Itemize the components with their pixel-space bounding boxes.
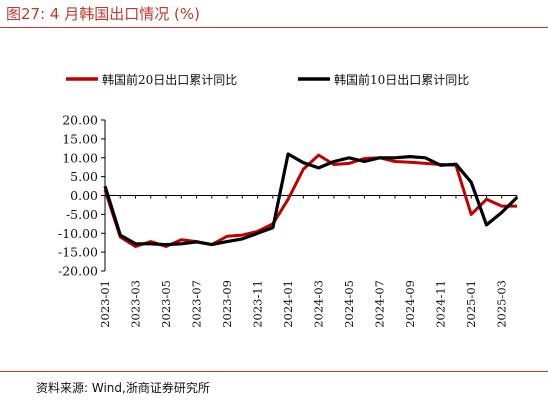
y-tick-label: 5.00 xyxy=(70,169,98,184)
x-tick-label: 2024-07 xyxy=(373,280,387,328)
x-axis: 2023-01 2023-03 2023-05 2023-07 2023-09 2023-… xyxy=(98,195,518,328)
x-tick-label: 2023-07 xyxy=(190,280,204,328)
x-tick-label: 2024-11 xyxy=(434,280,448,328)
y-tick-label: 10.00 xyxy=(62,150,98,165)
y-tick-label: -5.00 xyxy=(66,207,98,222)
x-tick-label: 2023-01 xyxy=(98,280,112,328)
figure-title: 图27: 4 月韩国出口情况 (%) xyxy=(6,5,200,23)
series-line-1 xyxy=(103,153,517,248)
y-tick-label: 15.00 xyxy=(62,131,98,146)
y-tick-label: 20.00 xyxy=(62,113,98,128)
legend-label-1: 韩国前20日出口累计同比 xyxy=(102,72,237,87)
x-tick-label: 2024-09 xyxy=(403,280,417,328)
x-tick-label: 2023-11 xyxy=(251,280,265,328)
y-tick-label: 0.00 xyxy=(70,188,98,203)
title-rule xyxy=(0,27,548,28)
x-tick-label: 2024-01 xyxy=(281,280,295,328)
x-tick-label: 2023-05 xyxy=(159,280,173,328)
y-tick-label: -10.00 xyxy=(58,226,98,241)
x-tick-label: 2024-05 xyxy=(342,280,356,328)
series-lines xyxy=(103,152,519,248)
y-tick-label: -15.00 xyxy=(58,245,98,260)
x-tick-label: 2024-03 xyxy=(312,280,326,328)
source-rule xyxy=(0,371,548,372)
legend-label-2: 韩国前10日出口累计同比 xyxy=(334,72,469,87)
series-line-2 xyxy=(103,152,519,247)
chart-legend: 韩国前20日出口累计同比 韩国前10日出口累计同比 xyxy=(66,72,469,87)
x-tick-label: 2025-01 xyxy=(464,280,478,328)
y-axis: 20.00 15.00 10.00 5.00 0.00 -5.00 -10.00 -15.00… xyxy=(58,113,106,279)
x-tick-label: 2023-09 xyxy=(220,280,234,328)
x-tick-label: 2025-03 xyxy=(495,280,509,328)
source-note: 资料来源: Wind,浙商证券研究所 xyxy=(36,381,210,395)
y-tick-label: -20.00 xyxy=(58,264,98,279)
x-tick-label: 2023-03 xyxy=(129,280,143,328)
